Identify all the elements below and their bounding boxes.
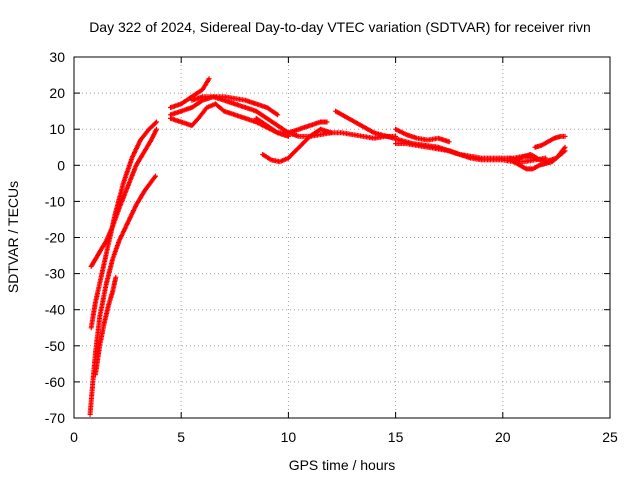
series-markers — [393, 126, 452, 145]
series-sat-a — [88, 126, 159, 269]
series-markers — [87, 173, 158, 417]
series-markers — [88, 119, 159, 331]
x-tick-label: 20 — [495, 429, 511, 445]
y-tick-label: 0 — [57, 157, 65, 173]
series-sat-b — [88, 119, 159, 331]
series-markers — [88, 126, 159, 269]
series-markers — [506, 152, 540, 163]
series-markers — [168, 76, 212, 110]
series-sat-i — [253, 115, 291, 139]
x-axis-label: GPS time / hours — [289, 457, 396, 473]
y-tick-label: 30 — [49, 49, 65, 65]
series-sat-e — [168, 76, 212, 110]
series-sat-j — [260, 126, 334, 165]
y-axis-label: SDTVAR / TECUs — [5, 181, 21, 293]
x-tick-label: 25 — [602, 429, 618, 445]
series-markers — [189, 94, 399, 141]
x-tick-label: 10 — [281, 429, 297, 445]
series-sat-p — [532, 133, 568, 150]
x-tick-label: 5 — [177, 429, 185, 445]
series-sat-d — [92, 274, 119, 378]
x-tick-label: 0 — [70, 429, 78, 445]
y-tick-label: -60 — [45, 374, 65, 390]
series-sat-q — [506, 152, 540, 163]
series-markers — [260, 126, 334, 165]
x-tick-label: 15 — [388, 429, 404, 445]
series-markers — [393, 141, 549, 165]
y-tick-label: -10 — [45, 193, 65, 209]
y-tick-label: 20 — [49, 85, 65, 101]
series-markers — [532, 133, 568, 150]
y-tick-label: 10 — [49, 121, 65, 137]
y-tick-label: -30 — [45, 266, 65, 282]
series-markers — [253, 115, 291, 139]
series-sat-l — [393, 126, 452, 145]
y-tick-label: -20 — [45, 230, 65, 246]
y-tick-label: -70 — [45, 410, 65, 426]
series-markers — [92, 274, 119, 378]
axis-ticks: -70 -60 -50 -40 -30 -20 -10 0 10 20 30 0 5 10 15 20 25 — [45, 49, 618, 445]
data-series — [87, 76, 568, 417]
series-sat-c — [87, 173, 158, 417]
chart-title: Day 322 of 2024, Sidereal Day-to-day VTE… — [89, 19, 591, 35]
y-tick-label: -50 — [45, 338, 65, 354]
y-tick-label: -40 — [45, 302, 65, 318]
series-sat-h — [189, 94, 399, 141]
series-sat-m — [393, 141, 549, 165]
grid-lines — [74, 57, 610, 418]
